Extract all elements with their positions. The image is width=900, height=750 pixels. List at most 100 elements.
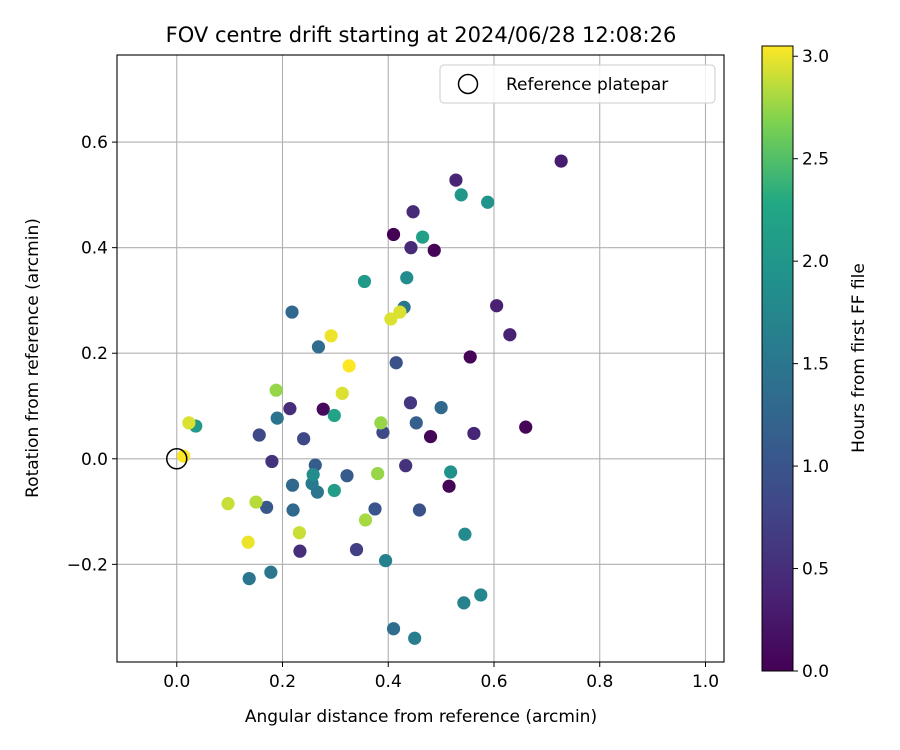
y-tick-label: 0.0 (81, 450, 108, 470)
data-point (264, 565, 278, 579)
data-point (454, 188, 468, 202)
y-tick-label: 0.6 (81, 133, 108, 153)
data-point (297, 432, 311, 446)
data-point (384, 312, 398, 326)
data-point (399, 459, 413, 473)
colorbar: 0.0 0.5 1.0 1.5 2.0 2.5 3.0 Hours from first F… (761, 45, 869, 682)
data-point (374, 416, 388, 430)
y-tick-label: 0.2 (81, 344, 108, 364)
data-points (165, 154, 568, 645)
grid-lines (117, 55, 724, 662)
data-point (389, 356, 403, 370)
colorbar-label: Hours from first FF file (849, 263, 869, 453)
data-point (269, 383, 283, 397)
data-point (503, 328, 517, 342)
data-point (252, 428, 266, 442)
data-point (368, 502, 382, 516)
data-point (292, 526, 307, 540)
data-point (241, 535, 255, 549)
colorbar-tick-label: 0.5 (802, 560, 829, 580)
y-tick-label: 0.4 (81, 239, 108, 259)
colorbar-tick-label: 0.0 (802, 662, 829, 682)
data-point (490, 299, 504, 313)
data-point (286, 503, 300, 517)
data-point (283, 402, 297, 416)
data-point (481, 195, 495, 209)
data-point (403, 396, 418, 410)
x-axis-ticks: 0.0 0.2 0.4 0.6 0.8 1.0 (163, 662, 719, 692)
y-axis-ticks: −0.2 0.0 0.2 0.4 0.6 (67, 133, 117, 575)
data-point (386, 227, 401, 242)
data-point (379, 554, 393, 568)
data-point (182, 416, 196, 430)
data-point (467, 426, 481, 441)
legend: Reference platepar (439, 64, 716, 104)
data-point (408, 631, 422, 645)
data-point (404, 241, 418, 255)
x-tick-label: 1.0 (692, 672, 719, 692)
data-point (316, 402, 330, 416)
x-tick-label: 0.8 (586, 672, 613, 692)
data-point (519, 420, 533, 434)
data-point (293, 544, 307, 558)
y-tick-label: −0.2 (67, 555, 108, 575)
legend-label-reference: Reference platepar (506, 75, 668, 95)
data-point (457, 596, 471, 610)
plot-frame (116, 54, 725, 663)
data-point (357, 274, 372, 289)
data-point (371, 466, 385, 481)
data-point (335, 386, 349, 400)
data-point (442, 479, 456, 493)
colorbar-tick-label: 3.0 (802, 47, 829, 67)
data-point (393, 305, 407, 319)
data-point (285, 305, 299, 319)
x-tick-label: 0.6 (480, 672, 507, 692)
data-point (400, 271, 414, 285)
data-point (423, 430, 438, 444)
data-point (311, 340, 326, 354)
data-point (285, 478, 300, 492)
data-point (349, 542, 364, 557)
data-point (449, 173, 463, 187)
colorbar-tick-label: 2.0 (802, 252, 829, 272)
data-point (474, 588, 488, 602)
chart-title: FOV centre drift starting at 2024/06/28 … (166, 23, 677, 47)
data-point (409, 416, 423, 430)
colorbar-ticks: 0.0 0.5 1.0 1.5 2.0 2.5 3.0 (793, 47, 829, 682)
data-point (358, 513, 373, 527)
colorbar-gradient (761, 45, 794, 672)
data-point (427, 243, 441, 257)
data-point (270, 411, 284, 425)
data-point (327, 483, 341, 498)
data-point (327, 408, 341, 423)
x-tick-label: 0.4 (375, 672, 402, 692)
data-point (458, 527, 472, 541)
legend-marker-reference (457, 73, 479, 95)
reference-platepar-marker (165, 448, 188, 470)
data-point (342, 359, 356, 373)
x-axis-label: Angular distance from reference (arcmin) (245, 707, 597, 727)
data-point (249, 495, 263, 509)
data-point (412, 503, 427, 517)
data-point (265, 454, 279, 469)
data-point (554, 154, 568, 168)
legend-box (439, 64, 716, 104)
data-point (463, 350, 477, 364)
data-point (221, 497, 235, 511)
data-point (324, 329, 338, 343)
data-point (340, 469, 354, 483)
colorbar-tick-label: 1.0 (802, 457, 829, 477)
data-point (416, 230, 430, 244)
data-point (242, 572, 256, 586)
data-point (434, 400, 448, 415)
colorbar-tick-label: 1.5 (802, 355, 829, 375)
data-point (386, 622, 401, 636)
y-axis-label: Rotation from reference (arcmin) (23, 218, 43, 498)
x-tick-label: 0.2 (269, 672, 296, 692)
data-point (306, 468, 320, 482)
x-tick-label: 0.0 (163, 672, 190, 692)
colorbar-tick-label: 2.5 (802, 150, 829, 170)
data-point (406, 205, 420, 219)
